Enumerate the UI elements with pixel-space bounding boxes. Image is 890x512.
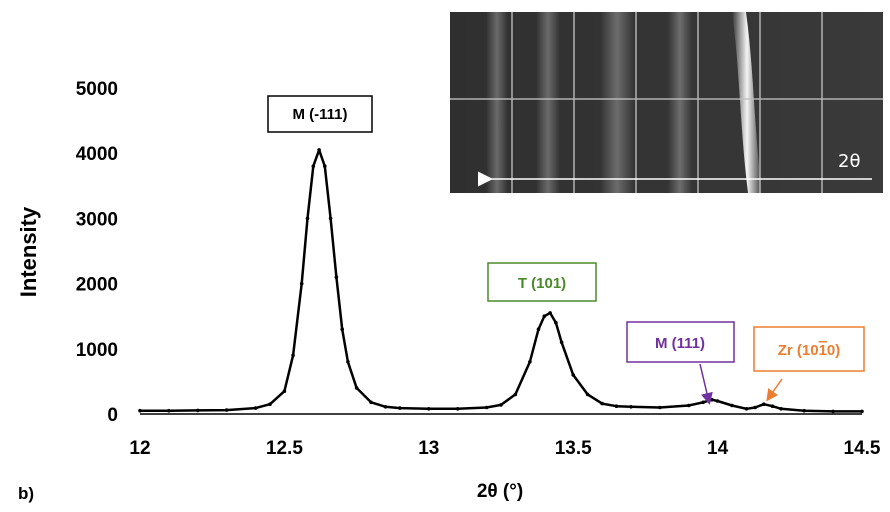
annotation-text: M (-111) [292, 106, 347, 123]
x-tick-label: 12.5 [266, 438, 303, 459]
data-point [614, 404, 619, 409]
panel-label: b) [18, 484, 34, 503]
y-tick-label: 0 [107, 405, 118, 426]
x-tick-label: 12 [129, 438, 150, 459]
annotation-box [753, 326, 865, 372]
y-tick-label: 4000 [76, 144, 118, 165]
axes [140, 413, 862, 415]
data-point [802, 408, 806, 413]
annotation-text: T (101) [518, 275, 566, 292]
data-point [340, 327, 345, 332]
data-point [585, 392, 590, 397]
data-point [831, 409, 835, 414]
data-point [559, 340, 564, 345]
data-point [499, 403, 503, 407]
data-point [701, 400, 705, 405]
data-point [328, 216, 333, 221]
data-point [354, 386, 359, 390]
data-point [744, 407, 749, 411]
data-point [383, 405, 388, 409]
data-point [770, 404, 775, 409]
inset-background [450, 12, 883, 193]
data-point [455, 407, 460, 411]
data-point [282, 389, 287, 394]
inset-ring-faint-1 [486, 12, 508, 193]
data-point [253, 406, 258, 410]
data-point [513, 392, 518, 397]
data-point [398, 406, 402, 410]
x-tick-label: 13 [418, 438, 439, 459]
data-point [548, 311, 552, 315]
data-point [305, 216, 310, 221]
annotation-box [487, 262, 597, 302]
data-point [658, 405, 662, 410]
data-point [600, 401, 604, 406]
x-tick-label: 14.5 [844, 438, 881, 459]
data-point [369, 400, 373, 405]
inset-ring-bright [732, 12, 762, 193]
data-point [730, 403, 734, 408]
data-point [629, 405, 633, 409]
inset-ring-faint-4 [668, 12, 692, 193]
annotation-text: Zr (1010) [778, 342, 841, 359]
y-axis-label: Intensity [16, 206, 41, 297]
data-point [346, 360, 350, 364]
data-point [753, 405, 757, 410]
data-point [268, 402, 272, 407]
data-point [427, 407, 431, 411]
x-tick-labels: 12 12.5 13 13.5 14 14.5 [129, 438, 880, 459]
y-tick-label: 2000 [76, 275, 118, 296]
data-point [536, 327, 541, 332]
data-point [715, 399, 720, 403]
x-tick-label: 13.5 [555, 438, 592, 459]
data-point [686, 403, 691, 408]
data-point [299, 281, 304, 286]
data-point [860, 409, 864, 414]
detector-inset: 2θ [450, 12, 883, 193]
annotation-t-101: T (101) [487, 262, 597, 302]
inset-label: 2θ [838, 151, 860, 172]
inset-ring-faint-2 [536, 12, 560, 193]
annotation-zr-10-10: Zr (1010) [753, 326, 865, 402]
data-point [528, 360, 532, 364]
data-point [291, 353, 295, 358]
data-point [311, 164, 316, 168]
data-point [542, 314, 547, 319]
annotation-m-111: M (111) [626, 321, 735, 405]
series-group [138, 148, 864, 414]
data-point [317, 148, 321, 152]
data-point [779, 407, 783, 411]
data-point [167, 408, 171, 413]
inset-grid [450, 12, 883, 193]
y-tick-label: 3000 [76, 209, 118, 230]
y-tick-label: 5000 [76, 79, 118, 100]
annotation-text: M (111) [655, 335, 705, 352]
data-point [196, 408, 200, 413]
inset-ring-faint-3 [600, 12, 634, 193]
y-tick-labels: 0 1000 2000 3000 4000 5000 [76, 79, 118, 426]
data-point [554, 320, 558, 325]
data-point [571, 373, 575, 377]
annotation-arrow [699, 363, 713, 405]
annotation-arrow [766, 378, 783, 402]
data-point [224, 408, 229, 412]
x-tick-label: 14 [707, 438, 729, 459]
annotation-box [626, 321, 735, 363]
data-point [484, 405, 489, 410]
data-point [138, 408, 142, 413]
y-tick-label: 1000 [76, 340, 118, 361]
x-axis-label: 2θ (°) [477, 481, 523, 502]
annotation-box [267, 95, 373, 133]
data-point [710, 397, 714, 402]
data-point [323, 164, 327, 168]
annotation-m-111-neg: M (-111) [267, 95, 373, 133]
data-point [762, 402, 766, 407]
data-point [334, 275, 339, 279]
